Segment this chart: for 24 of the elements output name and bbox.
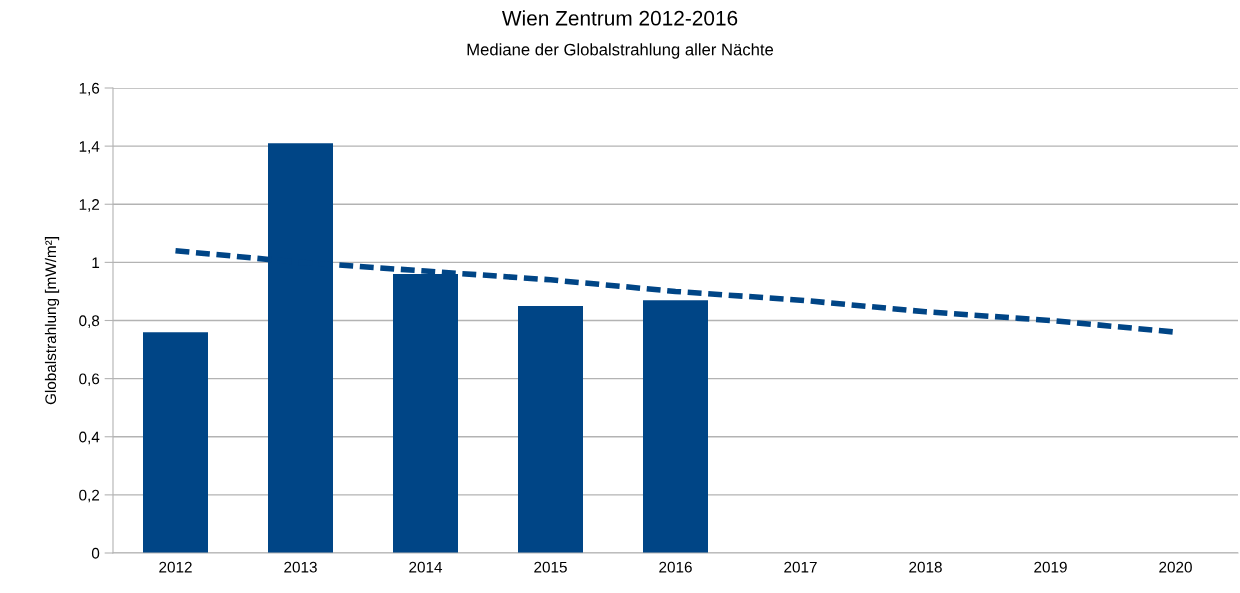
x-tick-label: 2012 xyxy=(159,561,192,573)
y-tick-label: 0,6 xyxy=(79,373,100,387)
y-tick-label: 0 xyxy=(91,547,100,559)
bar xyxy=(518,305,583,553)
x-tick-label: 2015 xyxy=(534,561,567,573)
x-tick-label: 2014 xyxy=(409,561,443,573)
x-tick-label: 2020 xyxy=(1159,561,1192,573)
bar xyxy=(643,300,708,553)
y-tick-label: 1 xyxy=(92,257,100,268)
chart-subtitle: Mediane der Globalstrahlung aller Nächte xyxy=(467,43,774,59)
bar xyxy=(143,332,208,553)
y-tick-label: 0,4 xyxy=(79,431,100,445)
x-tick-label: 2017 xyxy=(784,561,817,573)
y-tick-label: 0,2 xyxy=(79,489,100,503)
x-tick-label: 2018 xyxy=(909,561,942,573)
x-tick-label: 2019 xyxy=(1034,561,1067,573)
y-axis-title: Globalstrahlung [mW/m²] xyxy=(44,237,60,405)
y-tick-label: 1,4 xyxy=(79,141,100,154)
y-tick-label: 1,2 xyxy=(79,199,100,212)
x-tick-label: 2013 xyxy=(284,561,317,573)
y-tick-label: 1,6 xyxy=(79,82,100,96)
chart-title: Wien Zentrum 2012-2016 xyxy=(501,10,738,26)
y-tick-label: 0,8 xyxy=(79,315,100,328)
x-tick-label: 2016 xyxy=(659,561,692,573)
